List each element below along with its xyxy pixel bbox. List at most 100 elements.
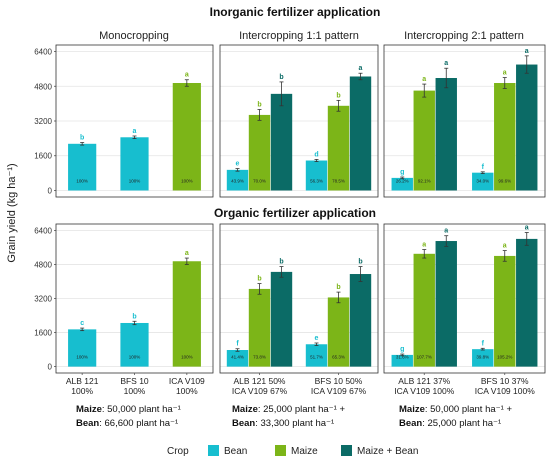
bar-maize-bean [435,241,457,367]
significance-letter: b [80,134,84,141]
bar-percent-label: 39.8% [476,355,489,360]
significance-letter: g [400,169,404,176]
y-tick-label: 1600 [34,152,52,161]
y-tick-label: 6400 [34,226,52,235]
bar-maize [413,253,435,367]
legend-swatch-bean [208,445,219,456]
bar-percent-label: 51.7% [310,355,323,360]
significance-letter: b [257,276,261,283]
bar-bean [391,354,413,367]
bar-bean [472,349,494,367]
bar-maize [413,90,435,191]
x-tick-label: 100% [124,386,146,396]
bar-bean [68,329,97,367]
significance-letter: a [133,128,137,135]
significance-letter: a [422,242,426,249]
x-tick-label: ALB 121 50% [234,376,286,386]
bar-percent-label: 100% [181,355,193,360]
bar-maize [494,255,516,367]
panel-0-2: g 26.2% a 92.1% a f 34.0% a 99.6% a [383,44,546,198]
chart-panels: 0 1600 3200 4800 6400 b 100% a 100% a 100% e 43.9% b 7… [34,44,546,374]
bar-percent-label: 73.8% [253,355,266,360]
bar-maize [172,83,201,191]
significance-letter: a [185,72,189,79]
panel-1-0: 0 1600 3200 4800 6400 c 100% b 100% a 100% [34,223,214,374]
significance-letter: f [236,341,239,348]
significance-letter: a [185,250,189,257]
y-tick-label: 4800 [34,82,52,91]
significance-letter: a [525,225,529,232]
x-tick-label: 100% [71,386,93,396]
y-tick-label: 6400 [34,48,52,57]
panel-title-monocropping: Monocropping [99,30,169,42]
bar-bean [226,350,249,367]
panel-border [383,223,546,374]
bar-percent-label: 65.3% [332,355,345,360]
bar-maize [327,297,350,367]
bar-maize-bean [516,64,538,191]
panel-border [219,223,379,374]
panel-border [219,44,379,198]
significance-letter: a [503,243,507,250]
significance-letter: b [257,101,261,108]
significance-letter: b [279,259,283,266]
bar-percent-label: 34.0% [476,178,489,183]
significance-letter: a [444,228,448,235]
x-tick-label: ICA V109 100% [394,386,454,396]
bar-percent-label: 43.9% [231,178,244,183]
bar-bean [120,322,149,367]
y-axis-label: Grain yield (kg ha⁻¹) [6,163,18,262]
bar-bean [305,160,328,191]
bar-percent-label: 100% [129,355,141,360]
significance-letter: e [236,161,240,168]
bar-bean [68,143,97,191]
bar-maize [494,83,516,191]
legend: Crop Bean Maize Maize + Bean [167,445,418,457]
bar-percent-label: 107.7% [417,355,432,360]
significance-letter: b [336,92,340,99]
bar-maize-bean [349,274,372,367]
bar-bean [391,177,413,191]
section-title-organic: Organic fertilizer application [214,206,376,220]
legend-label-maize-bean: Maize + Bean [357,446,418,457]
bar-maize-bean [270,271,293,367]
y-tick-label: 1600 [34,329,52,338]
significance-letter: g [400,346,404,353]
significance-letter: b [336,284,340,291]
density-note-mono-bean: Bean: 66,600 plant ha⁻¹ [76,418,178,429]
panel-title-intercropping-1-1: Intercropping 1:1 pattern [239,30,359,42]
significance-letter: d [314,151,318,158]
bar-bean [305,344,328,367]
significance-letter: f [482,164,485,171]
bar-bean [472,172,494,191]
significance-letter: a [525,48,529,55]
panel-title-intercropping-2-1: Intercropping 2:1 pattern [404,30,524,42]
bar-maize [248,288,271,367]
bar-percent-label: 100% [181,178,193,183]
significance-letter: a [444,60,448,67]
x-tick-label: ALB 121 37% [398,376,450,386]
density-note-mono-maize: Maize: 50,000 plant ha⁻¹ [76,404,181,415]
density-note-1-1-maize: Maize: 25,000 plant ha⁻¹ + [232,404,345,415]
significance-letter: a [359,65,363,72]
x-tick-label: ALB 121 [66,376,99,386]
legend-swatch-maize [275,445,286,456]
x-tick-label: BFS 10 [120,376,149,386]
legend-swatch-maize-bean [341,445,352,456]
x-tick-label: BFS 10 37% [481,376,529,386]
y-tick-label: 3200 [34,117,52,126]
x-tick-label: ICA V109 100% [475,386,535,396]
section-title-inorganic: Inorganic fertilizer application [210,5,381,19]
bar-percent-label: 70.0% [253,178,266,183]
significance-letter: f [482,340,485,347]
y-tick-label: 3200 [34,295,52,304]
panel-border [55,44,214,198]
significance-letter: c [80,320,84,327]
x-tick-label: BFS 10 50% [315,376,363,386]
bar-percent-label: 100% [76,178,88,183]
bar-maize-bean [435,78,457,191]
panel-1-1: f 41.4% b 73.8% b e 51.7% b 65.3% b [219,223,379,374]
density-note-2-1-bean: Bean: 25,000 plant ha⁻¹ [399,418,501,429]
